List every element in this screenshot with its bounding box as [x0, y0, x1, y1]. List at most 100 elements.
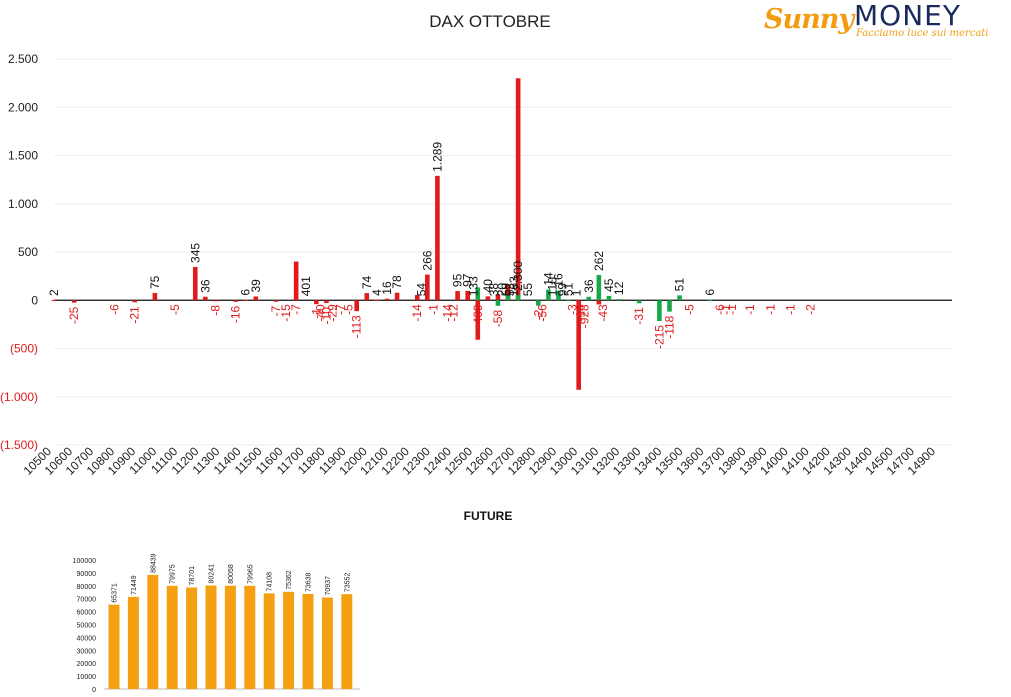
dax-bar — [243, 299, 249, 301]
dax-bar — [677, 295, 682, 301]
dax-bar — [293, 261, 299, 301]
future-y-tick-label: 10000 — [77, 674, 97, 681]
dax-data-label: 266 — [420, 250, 434, 270]
dax-data-label: -43 — [596, 304, 610, 322]
dax-data-label: -7 — [269, 305, 283, 316]
dax-data-label: 36 — [198, 279, 212, 293]
dax-bar — [192, 266, 198, 301]
dax-bar — [374, 299, 380, 301]
dax-bar — [51, 300, 57, 302]
dax-data-label: 99 — [556, 283, 570, 297]
dax-data-label: 51 — [673, 278, 687, 292]
future-data-label: 70937 — [325, 576, 332, 596]
dax-data-label: -14 — [410, 304, 424, 322]
dax-y-tick-label: (500) — [10, 342, 38, 356]
dax-data-label: 39 — [249, 279, 263, 293]
dax-data-label: 1.289 — [430, 142, 444, 172]
future-data-label: 71449 — [131, 575, 138, 595]
dax-data-label: 1 — [570, 289, 584, 296]
dax-data-label: 6 — [703, 289, 717, 296]
dax-bar — [606, 295, 612, 301]
dax-data-label: -31 — [632, 307, 646, 325]
future-bar — [263, 593, 275, 689]
dax-data-label: -1 — [426, 304, 440, 315]
future-y-tick-label: 90000 — [77, 571, 97, 578]
dax-data-label: 4 — [370, 289, 384, 296]
dax-data-label: 51 — [562, 282, 576, 296]
future-y-tick-label: 0 — [92, 687, 96, 694]
dax-data-label: 53 — [503, 283, 517, 297]
dax-data-label: -10 — [319, 307, 333, 325]
dax-bar — [485, 296, 491, 301]
dax-data-label: 345 — [188, 243, 202, 263]
dax-bar — [636, 300, 642, 304]
dax-data-label: 74 — [360, 275, 374, 289]
dax-bars — [51, 78, 713, 390]
future-data-labels: 65371 71449 88439 79975 78701 80241 80058 79965… — [112, 553, 352, 602]
dax-bar — [667, 300, 672, 312]
future-bar — [244, 585, 256, 689]
future-y-tick-label: 40000 — [77, 635, 97, 642]
future-bar — [341, 594, 353, 689]
future-bar — [224, 585, 236, 689]
future-bar — [186, 587, 198, 689]
dax-bar — [132, 300, 138, 303]
dax-data-label: -8 — [208, 305, 222, 316]
future-data-label: 75362 — [286, 570, 293, 590]
dax-data-label: -5 — [683, 304, 697, 315]
future-bar — [321, 597, 333, 689]
dax-bar — [384, 298, 390, 301]
dax-bar — [324, 300, 329, 304]
dax-data-label: -40 — [313, 304, 327, 322]
dax-data-label: 75 — [148, 275, 162, 289]
future-data-label: 80058 — [228, 564, 235, 584]
dax-bar — [566, 300, 571, 302]
dax-data-label: 2 — [47, 289, 61, 296]
dax-bar — [455, 291, 460, 301]
dax-data-label: 12 — [612, 281, 626, 295]
dax-data-label: -21 — [128, 306, 142, 324]
dax-chart: 2.500 2.000 1.500 1.000 500 0 (500) (1.000) (1.5… — [0, 52, 952, 478]
dax-y-tick-label: 1.000 — [8, 197, 38, 211]
dax-data-label: -25 — [67, 306, 81, 324]
dax-bar — [515, 78, 521, 301]
dax-data-label: 401 — [299, 276, 313, 296]
dax-data-label: -2 — [531, 309, 545, 320]
future-bar — [166, 585, 178, 689]
dax-bar — [203, 296, 208, 301]
future-data-label: 65371 — [112, 583, 119, 603]
dax-y-tick-label: (1.500) — [0, 438, 38, 452]
future-data-label: 88439 — [150, 553, 157, 573]
dax-data-label: 38 — [487, 283, 501, 297]
dax-data-label: -7 — [289, 304, 303, 315]
dax-bar — [505, 284, 511, 301]
dax-bar — [253, 296, 259, 301]
future-data-label: 73552 — [344, 573, 351, 593]
future-y-tick-label: 50000 — [77, 623, 97, 630]
dax-data-label: 262 — [592, 251, 606, 271]
dax-bar — [586, 296, 592, 301]
dax-bar — [616, 299, 622, 301]
future-data-label: 74108 — [267, 572, 274, 592]
dax-data-label: -1 — [725, 304, 739, 315]
dax-data-label: -1 — [763, 304, 777, 315]
dax-bar — [495, 300, 501, 306]
future-bar — [127, 596, 139, 689]
dax-bar — [475, 300, 481, 340]
future-chart: 0 10000 20000 30000 40000 50000 60000 70000 8000… — [73, 553, 360, 694]
future-data-label: 80241 — [209, 564, 216, 584]
future-y-tick-label: 20000 — [77, 661, 97, 668]
dax-bar — [536, 300, 541, 306]
dax-y-tick-label: 2.500 — [8, 52, 38, 66]
dax-bar — [71, 300, 77, 303]
dax-data-label: -16 — [229, 305, 243, 323]
dax-data-label: -15 — [279, 304, 293, 322]
logo-sunny-text: Sunny — [764, 4, 854, 35]
dax-bar — [233, 300, 238, 302]
dax-data-label: -215 — [652, 325, 666, 349]
dax-bar — [152, 293, 158, 301]
dax-bar — [273, 300, 279, 302]
dax-bar — [475, 287, 481, 301]
future-data-label: 79975 — [170, 564, 177, 584]
